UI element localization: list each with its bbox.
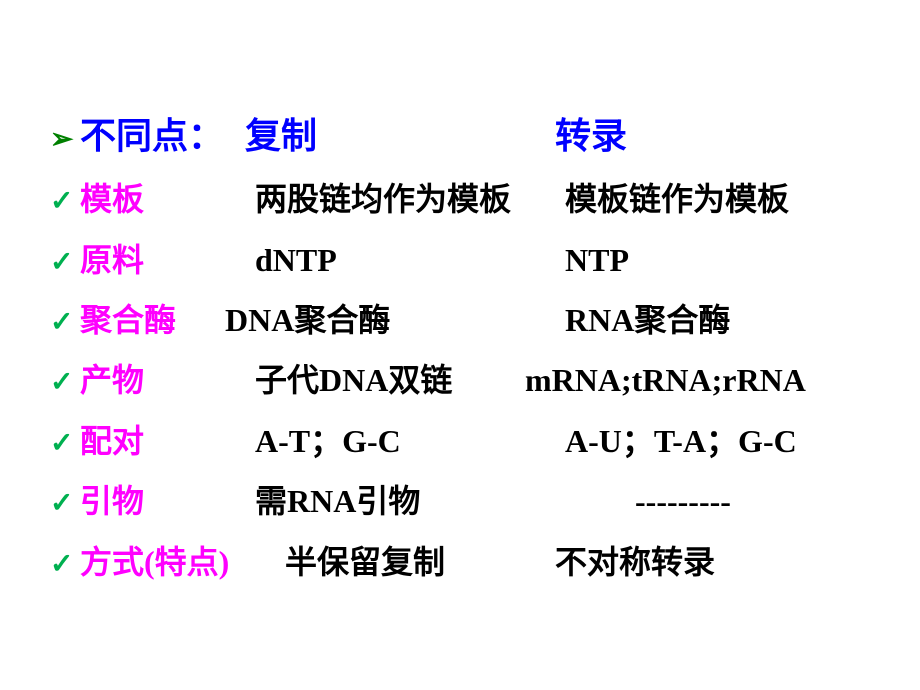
table-row: ✓ 聚合酶 DNA聚合酶 RNA聚合酶 [50,297,870,343]
table-row: ✓ 方式(特点) 半保留复制 不对称转录 [50,539,870,585]
row-value-b: mRNA;tRNA;rRNA [525,357,870,403]
row-value-a: A-T；G-C [255,418,565,464]
check-icon: ✓ [50,302,80,343]
row-label: 配对 [80,418,255,464]
row-value-b: A-U；T-A；G-C [565,418,870,464]
check-icon: ✓ [50,544,80,585]
row-label: 方式(特点) [80,539,285,585]
row-label: 模板 [80,176,255,222]
row-value-a: dNTP [255,237,565,283]
row-value-b: NTP [565,237,870,283]
row-value-b: --------- [635,478,870,524]
row-value-b: RNA聚合酶 [565,297,870,343]
row-value-a: 半保留复制 [285,539,555,585]
row-label: 原料 [80,237,255,283]
check-icon: ✓ [50,483,80,524]
row-label: 聚合酶 [80,297,225,343]
table-row: ✓ 原料 dNTP NTP [50,237,870,283]
check-icon: ✓ [50,181,80,222]
row-label: 引物 [80,478,255,524]
table-row: ✓ 产物 子代DNA双链 mRNA;tRNA;rRNA [50,357,870,403]
arrow-icon: ➢ [50,119,80,160]
table-row: ✓ 配对 A-T；G-C A-U；T-A；G-C [50,418,870,464]
header-row: ➢ 不同点： 复制 转录 [50,110,870,162]
row-label: 产物 [80,357,255,403]
row-value-a: 子代DNA双链 [255,357,525,403]
header-label: 不同点： [80,110,245,162]
header-col-transcription: 转录 [555,110,870,162]
check-icon: ✓ [50,242,80,283]
table-row: ✓ 引物 需RNA引物 --------- [50,478,870,524]
row-value-b: 不对称转录 [555,539,870,585]
row-value-a: 两股链均作为模板 [255,176,565,222]
header-col-replication: 复制 [245,110,555,162]
row-value-a: DNA聚合酶 [225,297,565,343]
table-row: ✓ 模板 两股链均作为模板 模板链作为模板 [50,176,870,222]
check-icon: ✓ [50,423,80,464]
row-value-a: 需RNA引物 [255,478,635,524]
row-value-b: 模板链作为模板 [565,176,870,222]
check-icon: ✓ [50,362,80,403]
